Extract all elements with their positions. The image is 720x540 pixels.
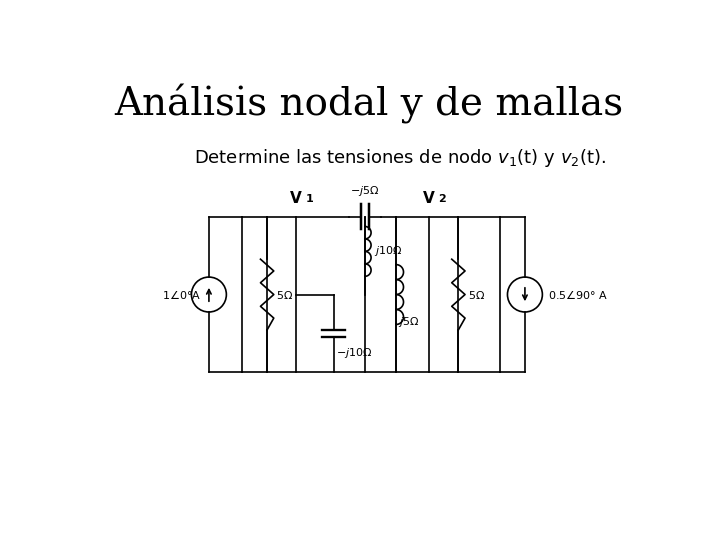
Text: $\mathbf{V}$: $\mathbf{V}$ — [289, 190, 303, 206]
Text: Determine las tensiones de nodo $v_1$(t) y $v_2$(t).: Determine las tensiones de nodo $v_1$(t)… — [194, 147, 606, 170]
Text: $j10\Omega$: $j10\Omega$ — [374, 245, 402, 259]
Text: $\mathbf{1}$: $\mathbf{1}$ — [305, 192, 315, 204]
Text: $-j5\Omega$: $-j5\Omega$ — [350, 184, 379, 198]
Text: 5$\Omega$: 5$\Omega$ — [276, 288, 293, 301]
Text: $-j10\Omega$: $-j10\Omega$ — [336, 346, 372, 360]
Text: 5$\Omega$: 5$\Omega$ — [467, 288, 485, 301]
Text: $\mathbf{2}$: $\mathbf{2}$ — [438, 192, 447, 204]
Text: 0.5$\angle$90° A: 0.5$\angle$90° A — [548, 288, 608, 301]
Text: Análisis nodal y de mallas: Análisis nodal y de mallas — [114, 84, 624, 124]
Text: 1$\angle$0°A: 1$\angle$0°A — [162, 288, 202, 301]
Text: $j5\Omega$: $j5\Omega$ — [398, 315, 420, 329]
Text: $\mathbf{V}$: $\mathbf{V}$ — [423, 190, 436, 206]
